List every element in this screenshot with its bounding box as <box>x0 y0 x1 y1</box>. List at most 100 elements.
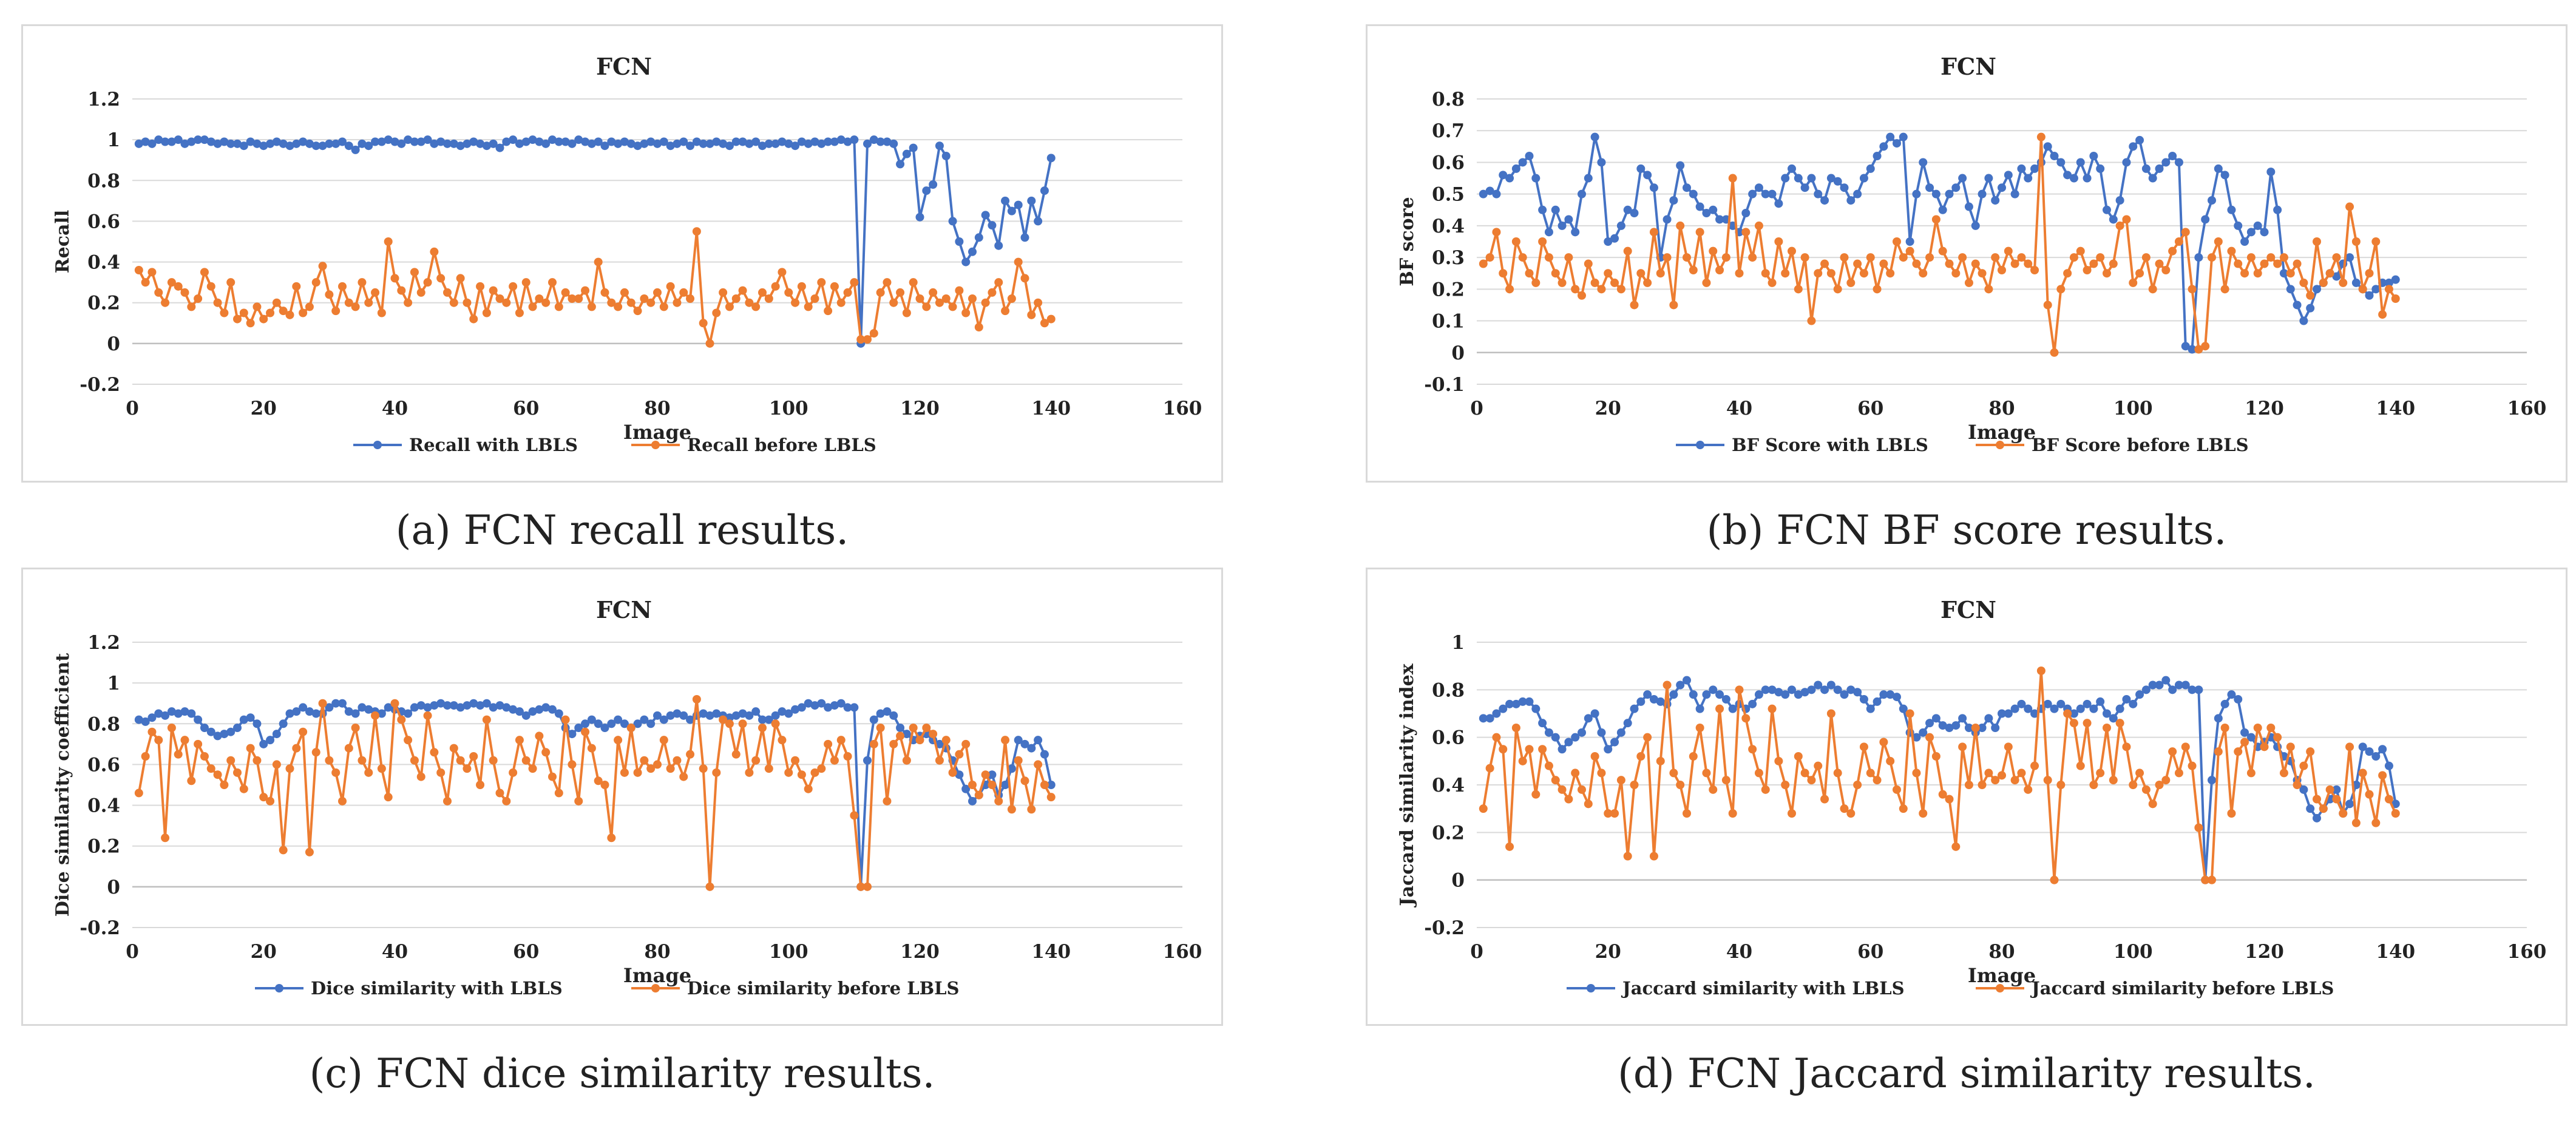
data-point <box>581 719 590 728</box>
data-point <box>915 212 924 222</box>
data-point <box>764 294 773 303</box>
data-point <box>1499 704 1508 713</box>
data-point <box>449 744 458 753</box>
data-point <box>469 314 478 324</box>
data-point <box>1728 704 1737 713</box>
data-point <box>1683 253 1691 262</box>
data-point <box>476 701 485 710</box>
data-point <box>2141 253 2151 262</box>
data-point <box>804 139 813 148</box>
data-point <box>279 846 288 855</box>
data-point <box>194 294 203 303</box>
data-point <box>2273 733 2282 742</box>
data-point <box>889 298 898 307</box>
data-point <box>1034 736 1043 745</box>
data-point <box>574 135 583 144</box>
data-point <box>961 739 971 748</box>
data-point <box>2056 285 2066 294</box>
data-point <box>1518 756 1527 765</box>
legend-marker <box>1996 441 2004 449</box>
data-point <box>699 709 708 718</box>
data-point <box>1781 781 1790 789</box>
data-point <box>935 141 944 151</box>
data-point <box>220 781 229 789</box>
data-point <box>180 139 189 148</box>
x-tick-label: 160 <box>2507 398 2547 419</box>
data-point <box>2208 196 2216 205</box>
data-point <box>410 703 419 712</box>
data-point <box>2103 724 2111 732</box>
data-point <box>1768 189 1777 198</box>
x-tick-label: 40 <box>382 398 408 419</box>
data-point <box>2378 771 2387 780</box>
data-point <box>731 750 741 759</box>
data-point <box>2056 699 2066 708</box>
data-point <box>2050 348 2059 357</box>
data-point <box>443 796 452 806</box>
data-point <box>1630 781 1639 789</box>
data-point <box>974 323 983 331</box>
data-point <box>1715 215 1724 224</box>
data-point <box>482 699 491 708</box>
data-point <box>2115 704 2124 713</box>
data-point <box>456 274 465 283</box>
data-point <box>1826 269 1835 278</box>
data-point <box>745 139 754 148</box>
data-point <box>574 294 583 303</box>
data-point <box>1040 781 1049 789</box>
y-tick-label: 1 <box>107 129 120 151</box>
data-point <box>2174 680 2183 690</box>
data-point <box>423 711 432 720</box>
data-point <box>246 744 255 753</box>
data-point <box>371 288 380 297</box>
data-point <box>1998 709 2006 718</box>
data-point <box>1754 183 1763 192</box>
data-point <box>1538 205 1547 214</box>
data-point <box>1768 704 1777 713</box>
data-point <box>1788 809 1796 818</box>
data-point <box>1945 259 1954 268</box>
data-point <box>2378 745 2387 754</box>
chart-frame: FCN -0.2 0 0.2 0.4 0.6 0.8 1 1.2 0 20 40 60 80 100 120 1… <box>21 24 1223 483</box>
data-point <box>2056 781 2066 789</box>
data-point <box>1925 719 1934 728</box>
data-point <box>1525 697 1534 706</box>
data-point <box>929 288 938 297</box>
y-tick-label: 0 <box>107 877 120 898</box>
data-point <box>1774 199 1783 208</box>
data-point <box>2135 269 2144 278</box>
data-point <box>344 744 353 753</box>
data-point <box>1630 209 1639 217</box>
data-point <box>2234 221 2243 230</box>
data-point <box>2371 237 2381 246</box>
y-tick-label: 0.2 <box>87 836 120 858</box>
data-point <box>1925 733 1934 742</box>
data-point <box>1873 285 1882 294</box>
data-point <box>646 298 656 307</box>
data-point <box>2010 259 2019 268</box>
data-point <box>1905 709 1914 718</box>
data-point <box>161 298 170 307</box>
x-tick-label: 80 <box>1988 941 2015 963</box>
data-point <box>2168 246 2177 256</box>
data-point <box>1807 685 1816 694</box>
data-point <box>2345 742 2354 751</box>
data-point <box>1597 285 1606 294</box>
data-point <box>935 298 944 307</box>
data-point <box>2096 253 2105 262</box>
data-point <box>239 784 248 793</box>
data-point <box>2246 253 2256 262</box>
data-point <box>1544 228 1553 237</box>
data-point <box>2306 304 2315 313</box>
data-point <box>1754 768 1763 778</box>
legend-item: BF Score before LBLS <box>1976 435 2249 455</box>
data-point <box>1984 174 1993 183</box>
data-point <box>2365 790 2374 799</box>
data-point <box>226 727 236 736</box>
data-point <box>646 719 656 728</box>
data-point <box>568 139 577 148</box>
data-point <box>1027 805 1036 814</box>
legend-marker <box>373 441 382 449</box>
data-point <box>883 796 892 806</box>
data-point <box>338 282 347 291</box>
